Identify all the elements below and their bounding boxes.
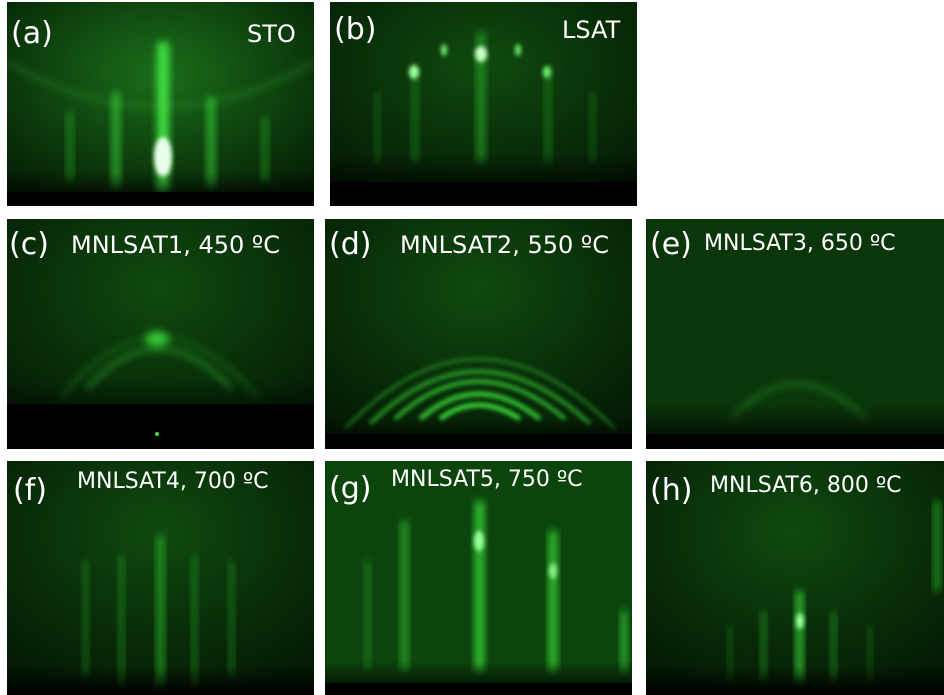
rheed-panel-e: (e) MNLSAT3, 650 ºC [646,219,944,449]
panel-caption-f: MNLSAT4, 700 ºC [77,469,269,494]
rheed-panel-f: (f) MNLSAT4, 700 ºC [7,461,314,695]
rheed-panel-a: (a) STO [7,2,314,206]
panel-letter-c: (c) [9,227,49,262]
rheed-panel-d: (d) MNLSAT2, 550 ºC [325,219,632,449]
rheed-panel-g: (g) MNLSAT5, 750 ºC [325,461,632,695]
rheed-pattern-f [7,461,314,695]
panel-caption-a: STO [247,20,296,48]
panel-letter-d: (d) [329,227,372,262]
panel-caption-h: MNLSAT6, 800 ºC [710,473,902,498]
rheed-pattern-c [7,219,314,449]
rheed-panel-h: (h) MNLSAT6, 800 ºC [646,461,944,695]
panel-caption-g: MNLSAT5, 750 ºC [391,467,583,492]
rheed-pattern-b [330,2,637,206]
panel-caption-d: MNLSAT2, 550 ºC [400,231,609,259]
panel-letter-a: (a) [11,16,53,51]
rheed-pattern-a [7,2,314,206]
panel-letter-g: (g) [329,471,372,506]
panel-letter-b: (b) [334,12,377,47]
rheed-pattern-e [646,219,944,449]
rheed-panel-b: (b) LSAT [330,2,637,206]
rheed-panel-c: (c) MNLSAT1, 450 ºC [7,219,314,449]
rheed-pattern-g [325,461,632,695]
panel-caption-c: MNLSAT1, 450 ºC [71,231,280,259]
panel-letter-e: (e) [650,227,692,262]
rheed-pattern-h [646,461,944,695]
rheed-pattern-d [325,219,632,449]
panel-caption-b: LSAT [562,16,621,44]
panel-letter-h: (h) [650,473,693,508]
panel-letter-f: (f) [13,473,47,508]
panel-caption-e: MNLSAT3, 650 ºC [704,231,896,256]
